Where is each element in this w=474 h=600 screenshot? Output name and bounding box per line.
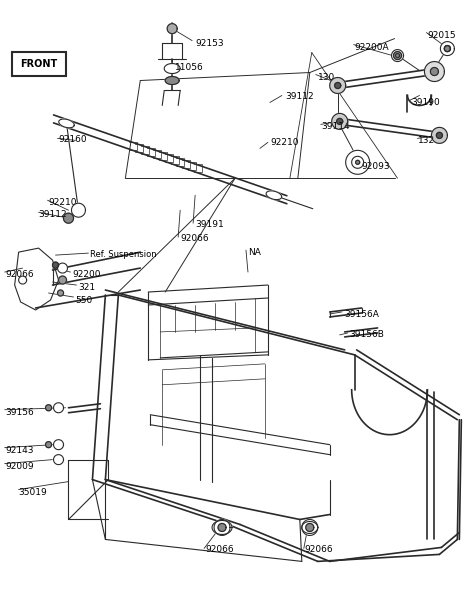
Polygon shape (212, 520, 232, 535)
Text: 550: 550 (75, 296, 93, 305)
Polygon shape (59, 119, 74, 128)
Polygon shape (431, 127, 447, 143)
Polygon shape (64, 213, 73, 223)
Polygon shape (18, 276, 27, 284)
Text: 92066: 92066 (305, 545, 333, 554)
Polygon shape (46, 405, 52, 411)
Polygon shape (57, 290, 64, 296)
Text: 92015: 92015 (428, 31, 456, 40)
Text: 92066: 92066 (205, 545, 234, 554)
Polygon shape (302, 520, 318, 535)
Text: 92200A: 92200A (355, 43, 389, 52)
Polygon shape (214, 520, 230, 535)
Polygon shape (54, 403, 64, 413)
Polygon shape (53, 262, 58, 268)
Polygon shape (54, 440, 64, 449)
Text: 92153: 92153 (195, 38, 224, 47)
Polygon shape (54, 455, 64, 464)
FancyBboxPatch shape (12, 52, 65, 76)
Text: 321: 321 (79, 283, 96, 292)
Polygon shape (424, 62, 445, 82)
Text: 92066: 92066 (6, 270, 34, 279)
Polygon shape (392, 50, 403, 62)
Text: 39190: 39190 (411, 98, 440, 107)
Polygon shape (72, 203, 85, 217)
Polygon shape (445, 46, 450, 52)
Text: 39156B: 39156B (350, 330, 384, 339)
Text: 39156: 39156 (6, 408, 35, 417)
Text: 11056: 11056 (175, 62, 204, 71)
Polygon shape (337, 118, 343, 124)
Text: 92093: 92093 (362, 163, 390, 172)
Polygon shape (346, 151, 370, 174)
Text: 39112: 39112 (38, 210, 67, 219)
Polygon shape (57, 263, 67, 273)
Text: Ref. Suspension: Ref. Suspension (91, 250, 157, 259)
Text: 92210: 92210 (48, 198, 77, 207)
Polygon shape (335, 83, 341, 88)
Polygon shape (302, 521, 318, 533)
Text: 92066: 92066 (180, 234, 209, 243)
Text: 35019: 35019 (18, 488, 47, 497)
Polygon shape (306, 523, 314, 532)
Polygon shape (393, 52, 401, 59)
Polygon shape (332, 113, 347, 130)
Polygon shape (330, 77, 346, 94)
Text: 39112: 39112 (285, 92, 313, 101)
Polygon shape (46, 442, 52, 448)
Text: 130: 130 (318, 73, 335, 82)
Polygon shape (165, 77, 179, 85)
Polygon shape (440, 41, 455, 56)
Polygon shape (430, 68, 438, 76)
Text: 39114: 39114 (322, 122, 350, 131)
Text: 92160: 92160 (58, 136, 87, 145)
Polygon shape (437, 133, 442, 139)
Text: 92143: 92143 (6, 446, 34, 455)
Polygon shape (58, 276, 66, 284)
Polygon shape (445, 46, 450, 52)
Text: 39156A: 39156A (345, 310, 380, 319)
Text: FRONT: FRONT (20, 59, 57, 68)
Text: NA: NA (248, 248, 261, 257)
Text: 132: 132 (418, 136, 435, 145)
Polygon shape (352, 157, 364, 169)
Polygon shape (266, 191, 282, 200)
Polygon shape (164, 64, 180, 74)
Polygon shape (356, 160, 360, 164)
Text: 92210: 92210 (270, 139, 299, 148)
Text: 92200: 92200 (73, 270, 101, 279)
Text: 92009: 92009 (6, 461, 34, 470)
Polygon shape (218, 523, 226, 532)
Polygon shape (395, 53, 400, 58)
Polygon shape (167, 23, 177, 34)
Text: 39191: 39191 (195, 220, 224, 229)
